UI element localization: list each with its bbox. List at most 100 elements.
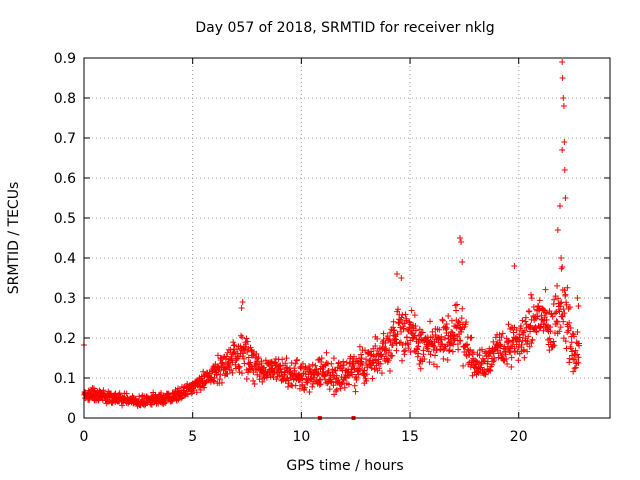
x-tick-label: 10 — [292, 429, 310, 445]
data-point — [459, 259, 466, 265]
data-point — [288, 381, 295, 388]
data-point — [574, 351, 581, 358]
data-point — [393, 340, 400, 347]
data-point — [559, 263, 566, 270]
y-tick-label: 0.9 — [54, 51, 76, 67]
data-point — [508, 354, 515, 361]
data-point — [229, 369, 236, 376]
y-tick-label: 0.7 — [54, 131, 76, 147]
data-point — [335, 359, 342, 366]
data-point — [448, 317, 455, 324]
data-point — [556, 308, 563, 315]
data-point — [291, 367, 298, 374]
data-point — [297, 364, 304, 371]
x-tick-label: 20 — [510, 429, 528, 445]
data-point — [504, 361, 511, 368]
data-point — [210, 377, 217, 384]
data-point — [283, 355, 290, 362]
data-point — [550, 338, 557, 345]
data-point — [296, 377, 303, 384]
data-point — [415, 350, 422, 357]
ticks-layer — [83, 57, 610, 419]
data-point — [332, 367, 339, 374]
data-point — [505, 321, 512, 328]
data-point — [244, 338, 251, 345]
data-point — [421, 355, 428, 362]
data-point — [574, 295, 581, 301]
data-point — [554, 295, 561, 302]
data-point — [456, 319, 463, 326]
data-point — [358, 351, 365, 358]
data-point — [247, 344, 254, 351]
data-point — [363, 356, 370, 363]
data-point — [466, 351, 473, 358]
data-point — [355, 371, 362, 378]
data-point — [515, 357, 522, 364]
data-point — [467, 335, 474, 342]
data-point — [455, 346, 462, 353]
data-point — [457, 235, 464, 241]
data-point — [554, 282, 561, 289]
data-point — [100, 387, 107, 394]
data-point — [378, 351, 385, 358]
data-point — [559, 313, 566, 320]
data-point — [534, 313, 541, 320]
data-point — [244, 348, 251, 355]
data-point — [517, 323, 524, 330]
data-point — [231, 342, 238, 349]
data-point — [294, 356, 301, 363]
data-point — [277, 366, 284, 373]
data-point — [240, 350, 247, 357]
data-point — [560, 318, 567, 325]
data-point — [358, 355, 365, 362]
data-point — [318, 358, 325, 365]
data-point — [352, 388, 359, 395]
data-point — [564, 323, 571, 330]
data-point — [559, 147, 566, 153]
data-point — [236, 369, 243, 376]
data-point — [298, 363, 305, 370]
data-point — [464, 341, 471, 348]
data-point — [89, 384, 96, 391]
data-point — [226, 362, 233, 369]
data-point — [211, 375, 218, 382]
data-point — [396, 319, 403, 326]
data-point — [259, 378, 266, 385]
data-point — [460, 362, 467, 369]
data-point — [333, 386, 340, 393]
data-point — [223, 364, 230, 371]
data-point — [285, 383, 292, 390]
data-point — [235, 365, 242, 372]
data-point — [567, 304, 574, 311]
data-point — [390, 318, 397, 325]
data-point — [497, 342, 504, 349]
data-point — [243, 375, 250, 382]
data-point — [180, 387, 187, 394]
data-point — [551, 296, 558, 303]
data-point — [376, 365, 383, 372]
data-point — [448, 328, 455, 335]
data-point — [551, 310, 558, 317]
data-point — [476, 352, 483, 359]
data-point — [499, 353, 506, 360]
data-point — [348, 371, 355, 378]
data-point — [516, 331, 523, 338]
data-point — [363, 371, 370, 378]
data-point — [326, 386, 333, 393]
data-point — [218, 360, 225, 367]
data-point — [403, 317, 410, 324]
data-point — [561, 310, 568, 317]
data-point — [498, 334, 505, 341]
data-point — [391, 327, 398, 334]
data-point — [201, 384, 208, 391]
data-point — [412, 327, 419, 334]
data-point — [307, 366, 314, 373]
data-point — [520, 346, 527, 353]
data-point — [491, 355, 498, 362]
data-point — [368, 364, 375, 371]
data-point — [260, 364, 267, 371]
data-point — [462, 342, 469, 349]
data-point — [529, 336, 536, 343]
data-point — [352, 374, 359, 381]
data-point — [528, 340, 535, 347]
